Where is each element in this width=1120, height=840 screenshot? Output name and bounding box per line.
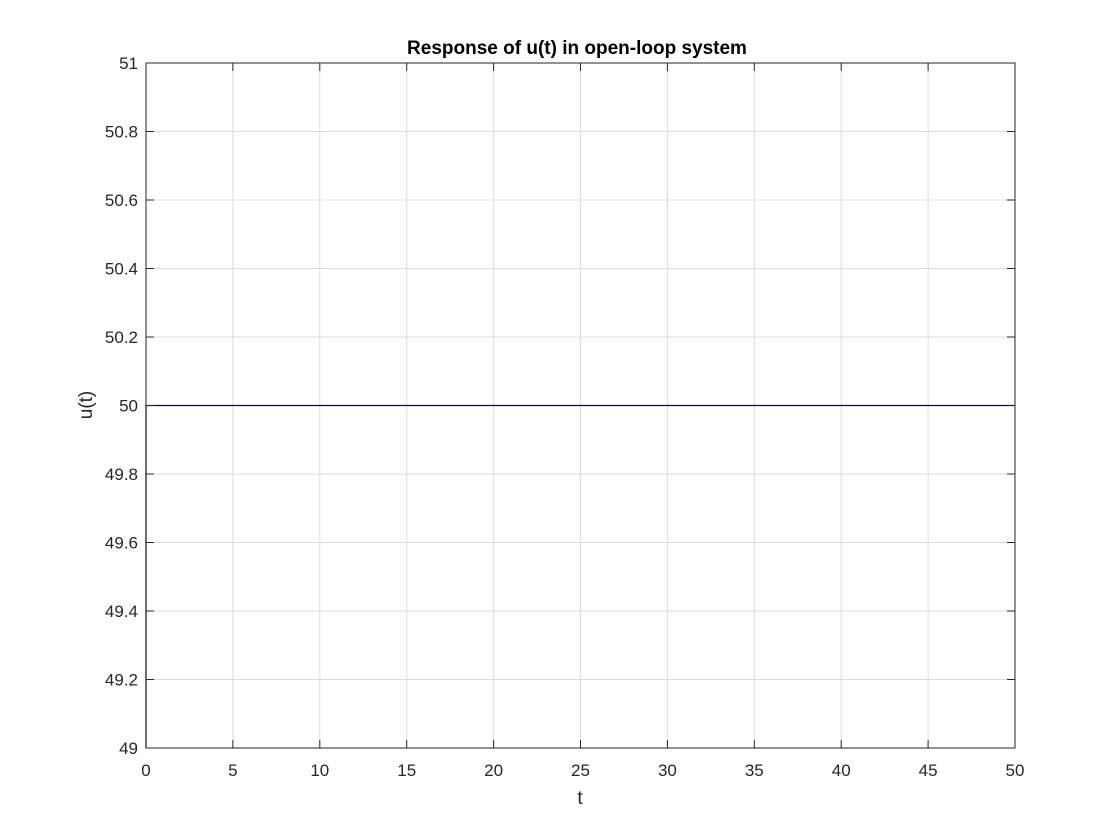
y-tick-label: 50.8 bbox=[105, 123, 138, 142]
x-tick-label: 30 bbox=[658, 761, 677, 780]
chart-title: Response of u(t) in open-loop system bbox=[407, 38, 747, 59]
x-tick-label: 10 bbox=[310, 761, 329, 780]
x-tick-label: 35 bbox=[745, 761, 764, 780]
x-tick-label: 20 bbox=[484, 761, 503, 780]
x-tick-label: 15 bbox=[397, 761, 416, 780]
x-tick-label: 50 bbox=[1006, 761, 1025, 780]
x-tick-label: 25 bbox=[571, 761, 590, 780]
y-tick-label: 49.4 bbox=[105, 602, 138, 621]
y-tick-label: 51 bbox=[119, 54, 138, 73]
x-tick-label: 5 bbox=[228, 761, 237, 780]
x-tick-label: 0 bbox=[141, 761, 150, 780]
y-tick-label: 50.4 bbox=[105, 260, 138, 279]
ticks: 0 5 10 15 20 25 30 35 40 45 50 49 49.2 49.4 49.6 49.8 50… bbox=[105, 54, 1025, 780]
x-tick-label: 40 bbox=[832, 761, 851, 780]
y-tick-label: 49.6 bbox=[105, 534, 138, 553]
y-tick-label: 50.6 bbox=[105, 191, 138, 210]
y-tick-label: 49.2 bbox=[105, 671, 138, 690]
y-tick-label: 49.8 bbox=[105, 465, 138, 484]
x-axis-label: t bbox=[577, 788, 583, 809]
x-tick-label: 45 bbox=[919, 761, 938, 780]
y-axis-label: u(t) bbox=[76, 391, 97, 420]
y-tick-label: 50 bbox=[119, 397, 138, 416]
y-tick-label: 49 bbox=[119, 739, 138, 758]
y-tick-label: 50.2 bbox=[105, 328, 138, 347]
